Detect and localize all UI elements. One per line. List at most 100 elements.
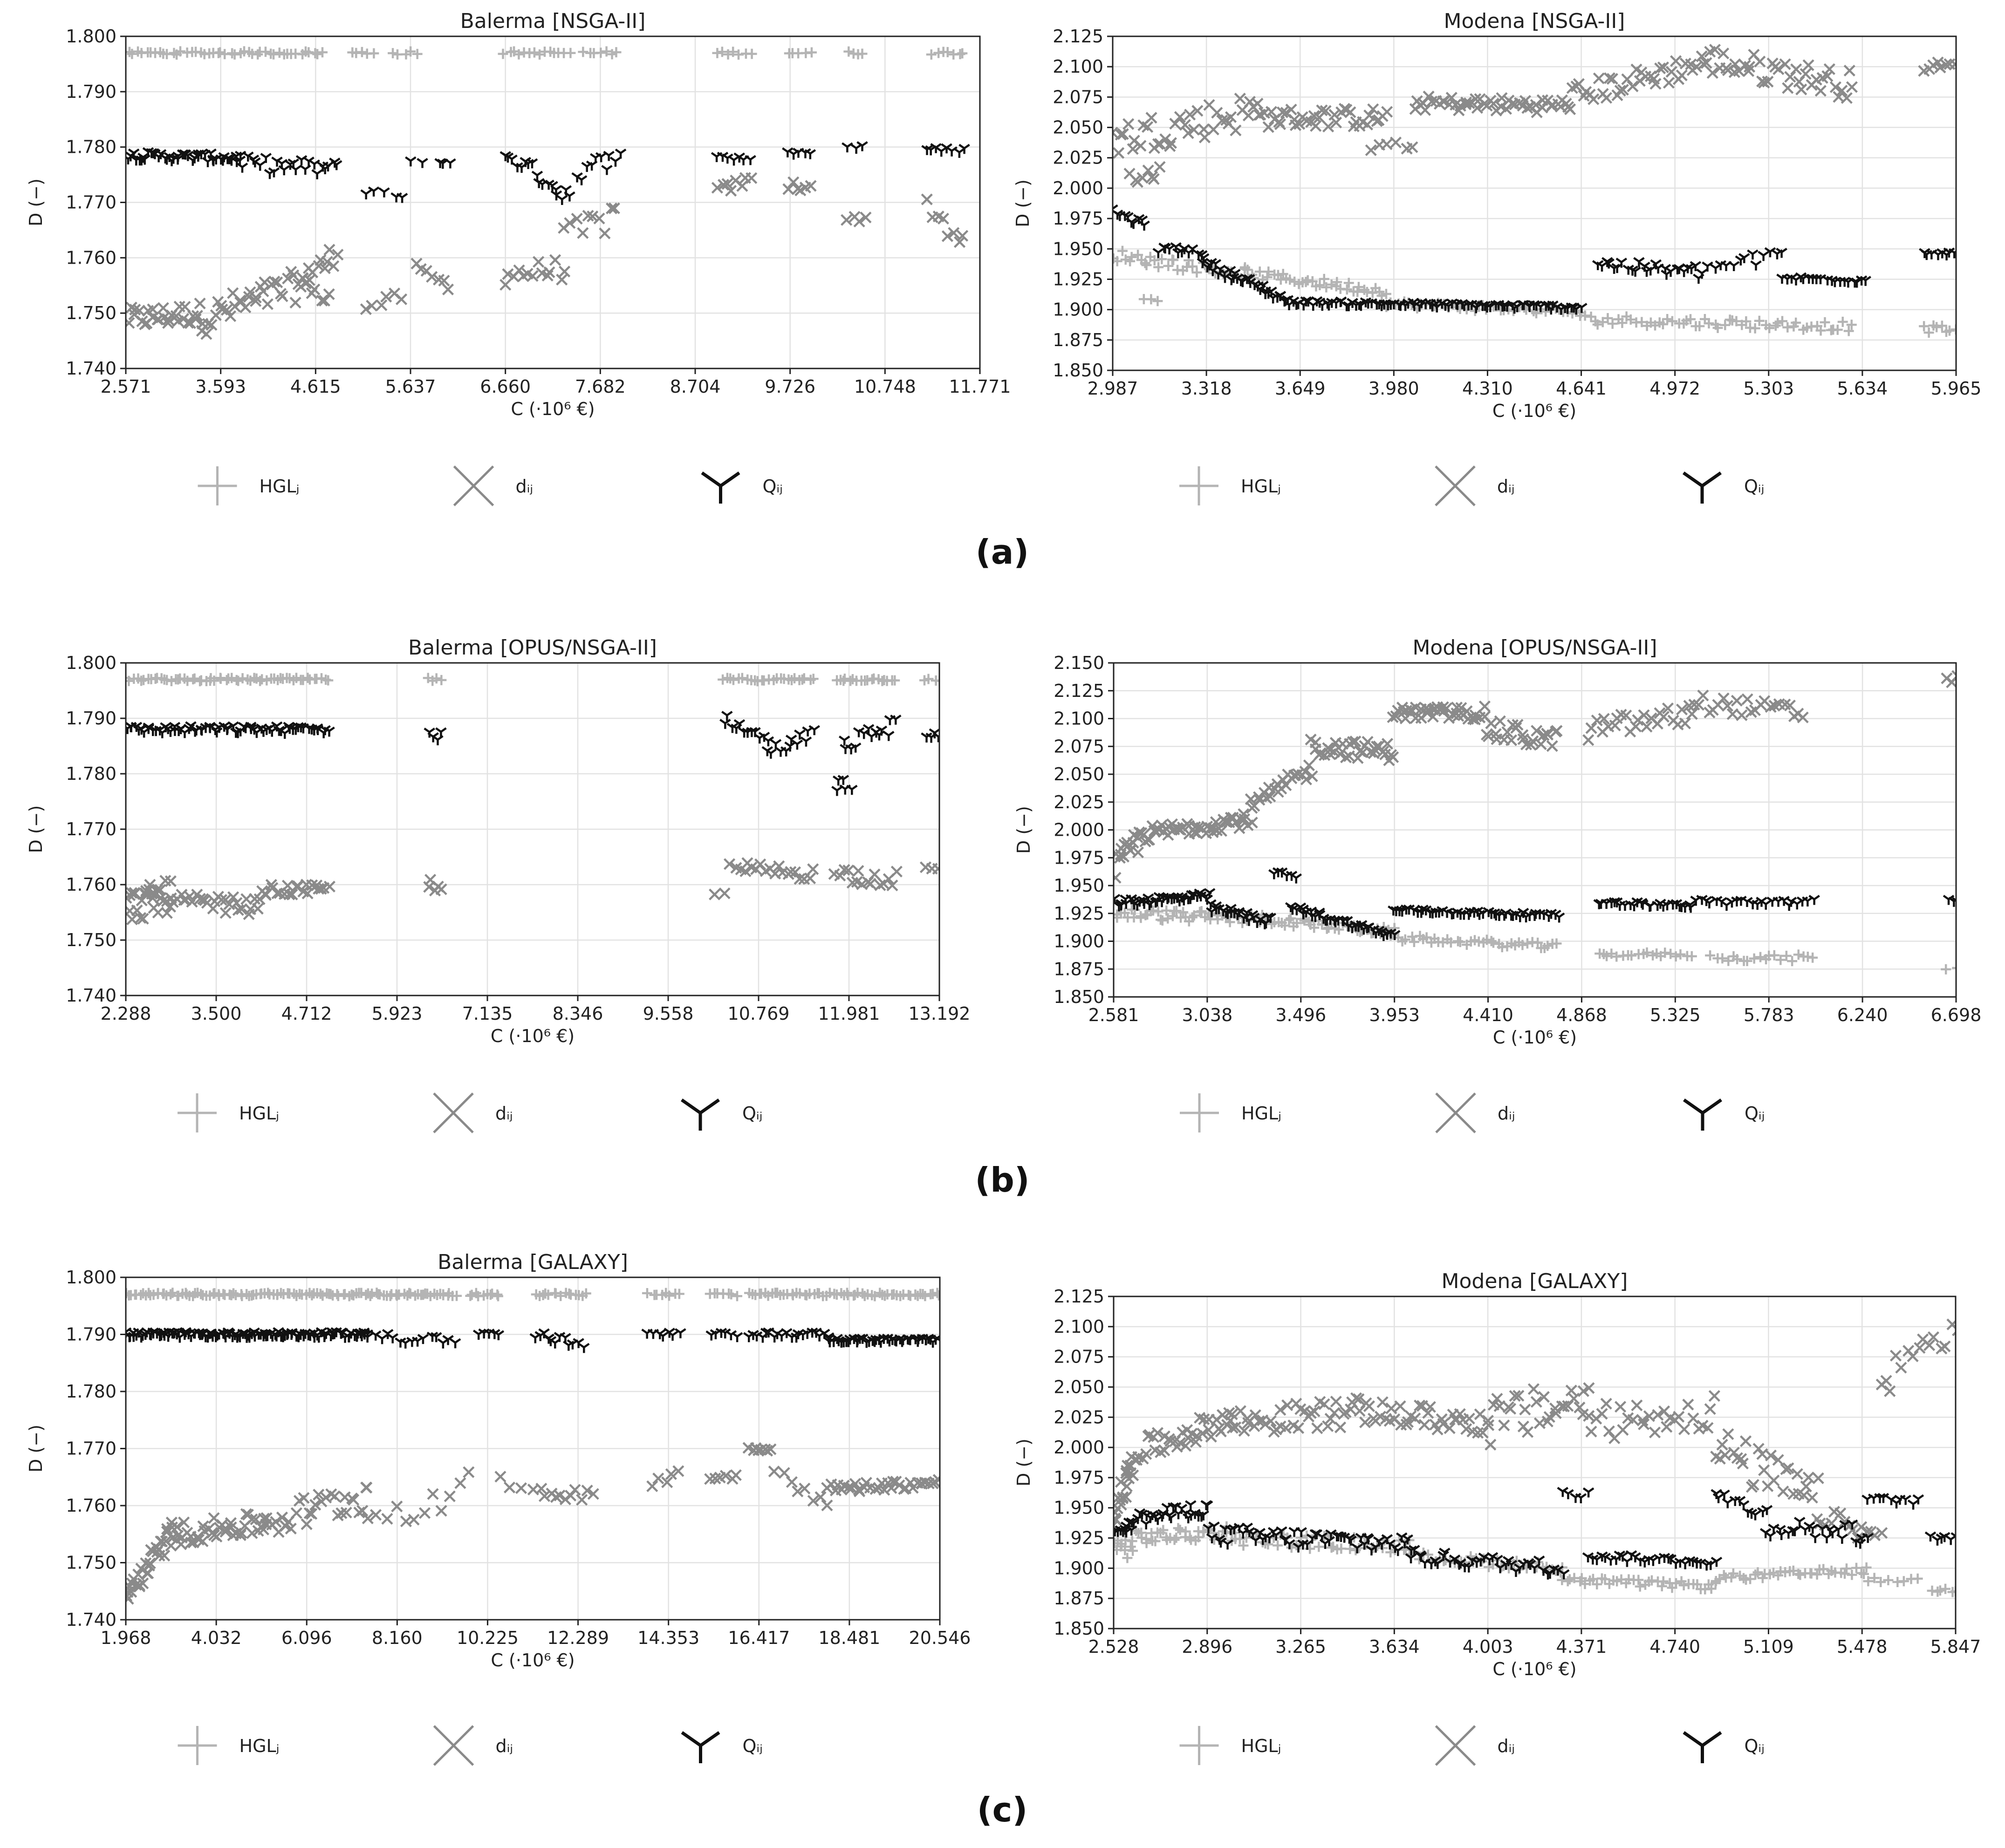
- y-tick-label: 2.075: [1053, 87, 1103, 107]
- point-dij: [576, 1493, 588, 1506]
- point-dij: [1614, 85, 1626, 97]
- point-dij: [765, 1443, 777, 1455]
- point-dij: [1582, 734, 1594, 746]
- point-HGLj: [1704, 318, 1714, 329]
- point-dij: [1791, 1468, 1803, 1480]
- point-dij: [1455, 702, 1467, 714]
- point-dij: [1834, 1507, 1847, 1520]
- legend-label: Qᵢⱼ: [1744, 476, 1764, 497]
- point-HGLj: [920, 1291, 931, 1302]
- y-tick-label: 2.000: [1054, 820, 1104, 840]
- point-HGLj: [1292, 918, 1302, 928]
- point-HGLj: [1592, 1579, 1602, 1589]
- y-tick-label: 1.900: [1053, 300, 1103, 320]
- point-dij: [558, 266, 571, 278]
- point-HGLj: [543, 1289, 554, 1300]
- point-dij: [1934, 61, 1946, 74]
- point-dij: [1184, 109, 1196, 121]
- y-tick-label: 2.000: [1053, 178, 1103, 198]
- point-dij: [1535, 738, 1547, 750]
- point-dij: [1843, 64, 1855, 77]
- point-dij: [1367, 103, 1379, 116]
- point-dij: [921, 193, 933, 205]
- point-dij: [821, 1499, 833, 1512]
- point-dij: [1600, 1398, 1612, 1410]
- point-dij: [587, 210, 599, 223]
- legend-marker-x: [1435, 1092, 1476, 1133]
- x-tick-label: 3.953: [1369, 1005, 1420, 1025]
- point-dij: [1234, 93, 1246, 105]
- point-Qij: [762, 736, 774, 747]
- point-dij: [1565, 1384, 1577, 1397]
- series-HGLj: [126, 673, 939, 687]
- point-dij: [323, 880, 335, 893]
- point-HGLj: [1285, 274, 1295, 285]
- point-dij: [1424, 1401, 1436, 1413]
- point-Qij: [800, 736, 812, 747]
- point-HGLj: [1869, 1573, 1880, 1583]
- point-HGLj: [1481, 934, 1492, 945]
- point-HGLj: [1898, 1576, 1909, 1587]
- point-HGLj: [1750, 323, 1760, 334]
- point-dij: [1627, 80, 1639, 92]
- x-axis-label: C (·10⁶ €): [491, 1650, 575, 1671]
- point-dij: [126, 317, 135, 329]
- point-Qij: [1186, 244, 1198, 255]
- point-HGLj: [369, 48, 379, 59]
- point-dij: [1700, 57, 1712, 69]
- point-HGLj: [209, 675, 219, 686]
- point-dij: [1812, 1472, 1824, 1484]
- point-HGLj: [1225, 917, 1235, 927]
- point-dij: [1309, 736, 1322, 749]
- chart-title: Balerma [NSGA-II]: [460, 9, 646, 33]
- x-tick-label: 4.032: [191, 1628, 242, 1648]
- point-dij: [1216, 115, 1228, 127]
- point-HGLj: [1336, 1543, 1347, 1554]
- point-HGLj: [942, 47, 953, 57]
- point-HGLj: [1840, 1568, 1850, 1579]
- point-HGLj: [1832, 324, 1843, 335]
- chart-balerma-opus: 2.288 3.500 4.712 5.923 7.135 8.346 9.558 10.76…: [26, 636, 970, 1133]
- chart-title: Modena [NSGA-II]: [1444, 9, 1625, 33]
- point-HGLj: [1859, 1568, 1869, 1579]
- y-axis-label: D (−): [1013, 179, 1033, 227]
- y-axis-label: D (−): [26, 178, 46, 226]
- x-tick-label: 6.698: [1931, 1005, 1982, 1025]
- point-Qij: [236, 163, 248, 173]
- point-HGLj: [1635, 1581, 1645, 1592]
- point-dij: [1242, 109, 1255, 122]
- point-HGLj: [1841, 1563, 1852, 1574]
- point-dij: [1472, 1427, 1484, 1439]
- point-dij: [1158, 1444, 1170, 1457]
- point-Qij: [437, 1338, 449, 1349]
- point-dij: [1952, 1324, 1956, 1337]
- point-HGLj: [1326, 279, 1337, 290]
- point-dij: [1583, 1382, 1595, 1394]
- point-dij: [1798, 1489, 1810, 1501]
- legend-item-hgl: HGLⱼ: [178, 1093, 279, 1132]
- point-Qij: [1543, 912, 1555, 922]
- point-dij: [1191, 105, 1204, 117]
- point-dij: [268, 275, 281, 287]
- point-dij: [672, 1465, 684, 1477]
- point-dij: [1517, 729, 1529, 741]
- point-dij: [152, 907, 164, 919]
- x-tick-label: 3.980: [1369, 378, 1419, 399]
- point-HGLj: [1421, 932, 1432, 943]
- point-Qij: [883, 730, 895, 741]
- point-dij: [315, 883, 327, 895]
- point-dij: [1444, 1422, 1456, 1434]
- point-dij: [932, 863, 939, 875]
- point-dij: [158, 1549, 171, 1562]
- point-dij: [723, 858, 736, 870]
- point-dij: [1617, 84, 1629, 96]
- point-Qij: [1629, 266, 1641, 277]
- point-dij: [1688, 698, 1700, 711]
- point-dij: [1381, 106, 1393, 118]
- point-dij: [1249, 1409, 1261, 1421]
- point-Qij: [850, 143, 862, 154]
- point-Qij: [1198, 1510, 1210, 1521]
- point-dij: [599, 227, 611, 239]
- point-HGLj: [1602, 313, 1613, 323]
